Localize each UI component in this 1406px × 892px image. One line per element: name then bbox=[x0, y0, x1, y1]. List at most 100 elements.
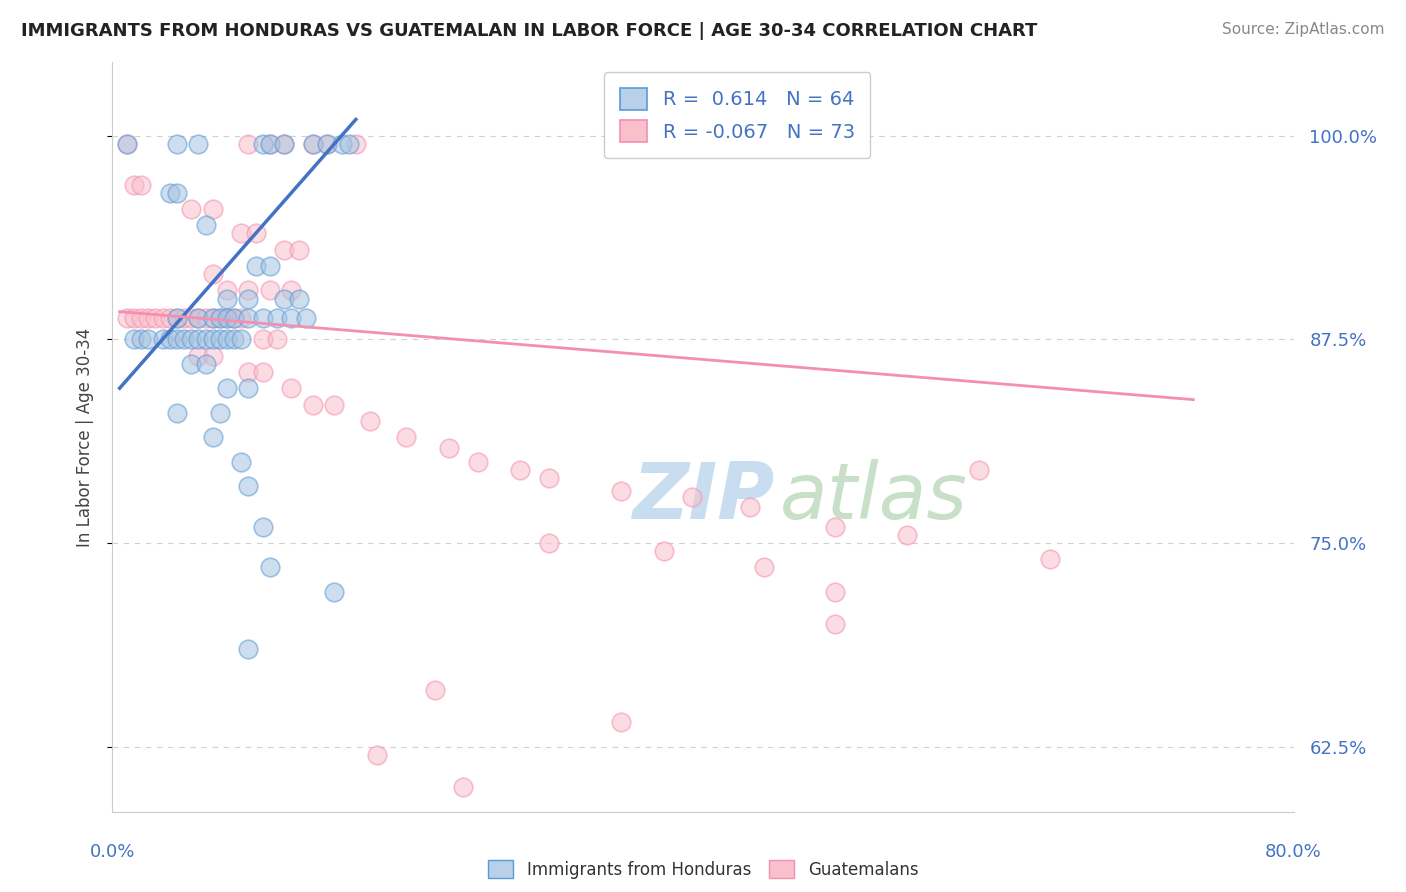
Point bbox=[451, 780, 474, 795]
Point bbox=[194, 311, 217, 326]
Point bbox=[187, 349, 209, 363]
Point bbox=[238, 641, 260, 656]
Point bbox=[652, 136, 675, 151]
Text: Guatemalans: Guatemalans bbox=[808, 861, 920, 879]
Point bbox=[231, 227, 253, 241]
Point bbox=[208, 332, 231, 346]
Point bbox=[166, 332, 188, 346]
Point bbox=[215, 381, 238, 395]
Point bbox=[316, 136, 339, 151]
Point bbox=[323, 397, 346, 411]
Point bbox=[824, 617, 846, 632]
Point bbox=[252, 136, 274, 151]
Point bbox=[215, 311, 238, 326]
Point bbox=[194, 332, 217, 346]
Point bbox=[538, 536, 561, 550]
Point bbox=[201, 311, 224, 326]
Point bbox=[166, 136, 188, 151]
Point bbox=[215, 284, 238, 298]
Point bbox=[302, 397, 325, 411]
Point bbox=[245, 227, 267, 241]
Point bbox=[173, 311, 195, 326]
Point bbox=[280, 381, 302, 395]
Point bbox=[509, 463, 531, 477]
Text: Immigrants from Honduras: Immigrants from Honduras bbox=[527, 861, 752, 879]
Point bbox=[180, 202, 202, 216]
Point bbox=[122, 311, 145, 326]
Point bbox=[187, 332, 209, 346]
Point bbox=[824, 519, 846, 533]
Point bbox=[201, 332, 224, 346]
Point bbox=[344, 136, 367, 151]
Point bbox=[187, 311, 209, 326]
Point bbox=[423, 682, 446, 697]
Point bbox=[187, 136, 209, 151]
Text: ZIP: ZIP bbox=[633, 459, 775, 535]
Point bbox=[159, 311, 181, 326]
Point bbox=[252, 332, 274, 346]
Point bbox=[166, 186, 188, 200]
Point bbox=[224, 311, 246, 326]
Point bbox=[252, 365, 274, 379]
Point bbox=[259, 560, 281, 574]
Point bbox=[166, 406, 188, 420]
Point bbox=[681, 491, 703, 505]
Point bbox=[187, 311, 209, 326]
Point bbox=[302, 136, 325, 151]
Point bbox=[238, 136, 260, 151]
Point bbox=[294, 311, 316, 326]
Point bbox=[366, 747, 388, 762]
Text: 80.0%: 80.0% bbox=[1265, 843, 1322, 861]
Point bbox=[152, 332, 174, 346]
Point bbox=[136, 332, 159, 346]
Point bbox=[259, 136, 281, 151]
Point bbox=[115, 136, 138, 151]
Point bbox=[224, 332, 246, 346]
Point bbox=[245, 259, 267, 273]
Point bbox=[437, 442, 460, 456]
Point bbox=[259, 284, 281, 298]
Point bbox=[266, 332, 288, 346]
Point bbox=[273, 292, 295, 306]
Point bbox=[122, 332, 145, 346]
Point bbox=[215, 292, 238, 306]
Point bbox=[238, 479, 260, 493]
Point bbox=[201, 430, 224, 444]
Point bbox=[280, 284, 302, 298]
Legend: R =  0.614   N = 64, R = -0.067   N = 73: R = 0.614 N = 64, R = -0.067 N = 73 bbox=[605, 72, 870, 158]
Point bbox=[145, 311, 167, 326]
Point bbox=[273, 136, 295, 151]
Point bbox=[208, 406, 231, 420]
Y-axis label: In Labor Force | Age 30-34: In Labor Force | Age 30-34 bbox=[76, 327, 94, 547]
Point bbox=[208, 311, 231, 326]
Text: atlas: atlas bbox=[780, 459, 967, 535]
Point bbox=[259, 259, 281, 273]
Point bbox=[159, 186, 181, 200]
Point bbox=[280, 311, 302, 326]
Point bbox=[337, 136, 360, 151]
Point bbox=[194, 219, 217, 233]
Point bbox=[231, 454, 253, 468]
Point bbox=[129, 332, 152, 346]
Point bbox=[201, 311, 224, 326]
Point bbox=[136, 311, 159, 326]
Point bbox=[287, 243, 309, 257]
Point bbox=[896, 528, 918, 542]
Text: 0.0%: 0.0% bbox=[90, 843, 135, 861]
Point bbox=[129, 311, 152, 326]
Point bbox=[967, 463, 990, 477]
Point bbox=[180, 332, 202, 346]
Point bbox=[122, 178, 145, 192]
Point bbox=[238, 284, 260, 298]
Bar bbox=[488, 860, 513, 878]
Text: IMMIGRANTS FROM HONDURAS VS GUATEMALAN IN LABOR FORCE | AGE 30-34 CORRELATION CH: IMMIGRANTS FROM HONDURAS VS GUATEMALAN I… bbox=[21, 22, 1038, 40]
Point bbox=[231, 311, 253, 326]
Point bbox=[215, 332, 238, 346]
Point bbox=[238, 311, 260, 326]
Point bbox=[323, 584, 346, 599]
Text: Source: ZipAtlas.com: Source: ZipAtlas.com bbox=[1222, 22, 1385, 37]
Point bbox=[752, 560, 775, 574]
Point bbox=[252, 311, 274, 326]
Point bbox=[180, 311, 202, 326]
Point bbox=[330, 136, 353, 151]
